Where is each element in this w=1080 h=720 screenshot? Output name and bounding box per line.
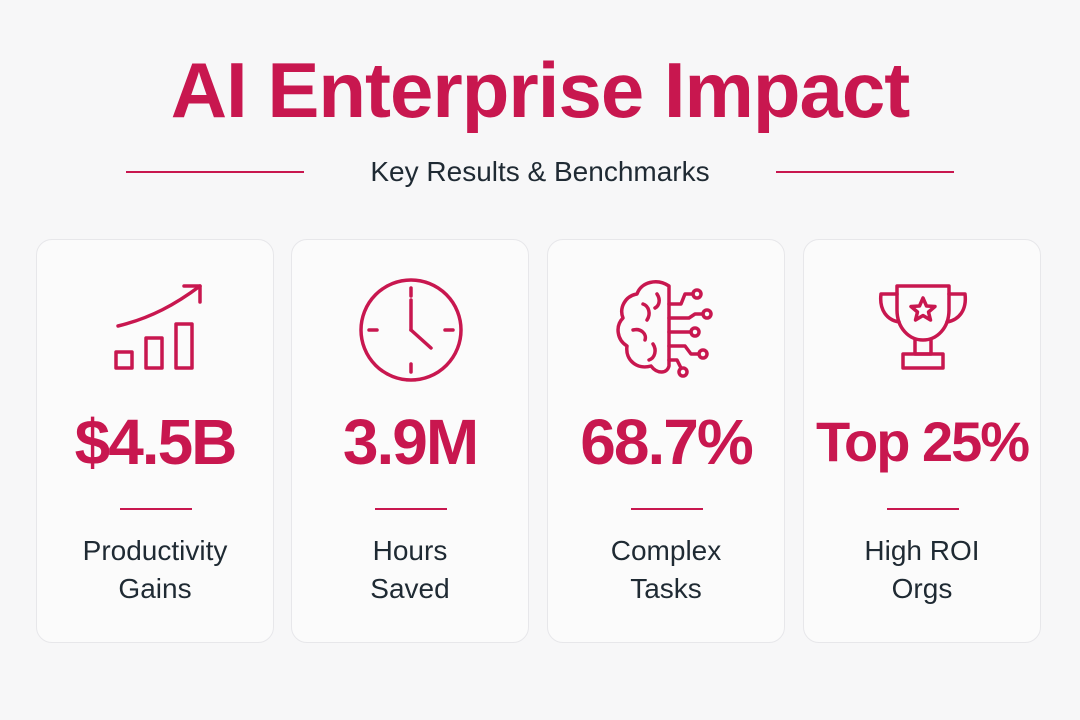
stat-card-complex-tasks: 68.7% Complex Tasks bbox=[547, 239, 785, 643]
stat-label: Complex Tasks bbox=[548, 532, 784, 608]
stat-divider bbox=[375, 508, 447, 510]
stat-value: 68.7% bbox=[580, 406, 753, 478]
stat-label-line2: Gains bbox=[118, 573, 192, 604]
stat-card-productivity: $4.5B Productivity Gains bbox=[36, 239, 274, 643]
stat-label: Hours Saved bbox=[292, 532, 528, 608]
clock-icon bbox=[351, 274, 471, 384]
stat-value: 3.9M bbox=[342, 406, 479, 478]
page-title: AI Enterprise Impact bbox=[170, 46, 911, 134]
brain-circuit-icon bbox=[607, 274, 727, 384]
stat-value: Top 25% bbox=[815, 410, 1030, 473]
stat-label-line1: Productivity bbox=[82, 535, 228, 566]
stat-label-line1: Hours bbox=[372, 535, 448, 566]
stat-label-line2: Saved bbox=[370, 573, 450, 604]
subtitle-right-rule bbox=[776, 171, 954, 173]
subtitle-row: Key Results & Benchmarks bbox=[0, 150, 1080, 194]
stat-label: High ROI Orgs bbox=[804, 532, 1040, 608]
stat-value: $4.5B bbox=[74, 406, 238, 478]
stat-card-hours: 3.9M Hours Saved bbox=[291, 239, 529, 643]
stat-label-line2: Orgs bbox=[891, 573, 953, 604]
stat-card-roi: Top 25% High ROI Orgs bbox=[803, 239, 1041, 643]
growth-bar-chart-icon bbox=[96, 274, 216, 384]
stat-label-line1: High ROI bbox=[864, 535, 980, 566]
stat-label: Productivity Gains bbox=[37, 532, 273, 608]
stat-label-line2: Tasks bbox=[630, 573, 702, 604]
stat-divider bbox=[120, 508, 192, 510]
stat-divider bbox=[631, 508, 703, 510]
page-subtitle: Key Results & Benchmarks bbox=[370, 156, 710, 187]
stat-divider bbox=[887, 508, 959, 510]
subtitle-left-rule bbox=[126, 171, 304, 173]
trophy-icon bbox=[863, 274, 983, 384]
stat-label-line1: Complex bbox=[610, 535, 722, 566]
